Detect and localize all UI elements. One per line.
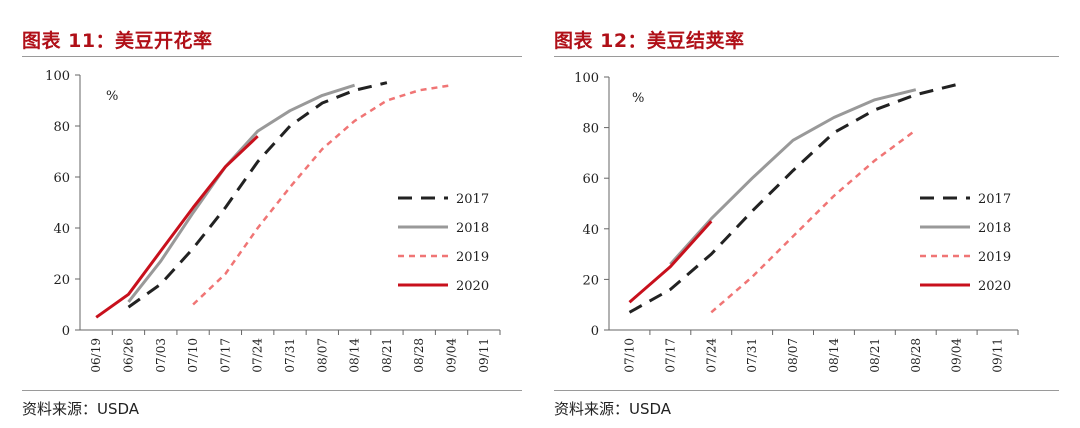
y-tick-label: 40 [582, 223, 599, 238]
x-tick-label: 08/28 [412, 338, 426, 373]
x-tick-label: 07/31 [283, 338, 297, 373]
chart-title: 图表 12：美豆结荚率 [554, 30, 745, 52]
x-tick-label: 08/21 [868, 338, 882, 373]
x-tick-label: 08/14 [348, 338, 362, 373]
x-tick-label: 09/11 [477, 338, 491, 373]
bloom-chart: 0 20 40 60 80 100 06/19 06/26 07/03 07/10 07/17 07/… [45, 69, 501, 373]
y-tick-label: 100 [45, 69, 70, 84]
x-tick-label: 07/03 [154, 338, 168, 373]
series-line-2017 [628, 83, 957, 314]
legend-label: 2017 [456, 192, 489, 207]
legend-label: 2019 [456, 250, 489, 265]
x-tick-label: 07/31 [745, 338, 759, 373]
x-tick-label: 09/04 [950, 338, 964, 373]
y-tick-label: 40 [53, 222, 70, 237]
x-tick-label: 08/14 [827, 338, 841, 373]
series-line-2020 [628, 220, 713, 304]
y-tick-label: 100 [574, 71, 599, 86]
pod-setting-chart: 0 20 40 60 80 100 07/10 07/17 07/24 07/31 08/07 08/… [574, 71, 1019, 373]
x-tick-label: 06/26 [121, 338, 135, 373]
x-tick-label: 06/19 [89, 338, 103, 373]
title-rule [554, 56, 1059, 57]
series-line-2019 [710, 129, 917, 314]
y-tick-label: 20 [582, 273, 599, 288]
chart-title: 图表 11：美豆开花率 [22, 30, 213, 52]
x-tick-label: 08/28 [909, 338, 923, 373]
legend-label: 2020 [978, 279, 1011, 294]
x-tick-label: 08/21 [380, 338, 394, 373]
x-tick-label: 07/17 [663, 338, 677, 373]
source-rule [22, 390, 522, 391]
y-tick-label: 60 [582, 172, 599, 187]
source-note: 资料来源：USDA [22, 400, 140, 418]
legend-label: 2020 [456, 279, 489, 294]
x-tick-label: 08/07 [786, 338, 800, 373]
series-line-2017 [127, 81, 388, 309]
y-tick-label: 0 [62, 324, 70, 339]
x-tick-label: 07/10 [622, 338, 636, 373]
y-tick-label: 80 [582, 122, 599, 137]
legend-label: 2018 [978, 221, 1011, 236]
x-tick-label: 07/10 [186, 338, 200, 373]
chart-panel-bloom: 图表 11：美豆开花率 0 20 40 60 80 100 06/19 06/26 07/03 0… [22, 30, 522, 418]
x-tick-label: 07/24 [251, 338, 265, 373]
unit-label: % [106, 89, 118, 104]
x-tick-label: 07/24 [704, 338, 718, 373]
legend-label: 2019 [978, 250, 1011, 265]
series-line-2019 [192, 83, 452, 306]
y-tick-label: 80 [53, 120, 70, 135]
y-tick-label: 20 [53, 273, 70, 288]
series-line-2018 [127, 83, 356, 303]
y-tick-label: 0 [591, 324, 599, 339]
chart-panel-pod-setting: 图表 12：美豆结荚率 0 20 40 60 80 100 07/10 07/17 07/24 0… [548, 0, 1080, 428]
x-tick-label: 09/11 [991, 338, 1005, 373]
source-rule [554, 390, 1059, 391]
x-tick-label: 09/04 [445, 338, 459, 373]
x-tick-label: 08/07 [315, 338, 329, 373]
series-line-2020 [95, 135, 259, 319]
legend-label: 2018 [456, 221, 489, 236]
legend-label: 2017 [978, 192, 1011, 207]
unit-label: % [632, 91, 644, 106]
series-line-2018 [669, 88, 917, 266]
x-tick-label: 07/17 [218, 338, 232, 373]
source-note: 资料来源：USDA [554, 400, 672, 418]
title-rule [22, 56, 522, 57]
y-tick-label: 60 [53, 171, 70, 186]
